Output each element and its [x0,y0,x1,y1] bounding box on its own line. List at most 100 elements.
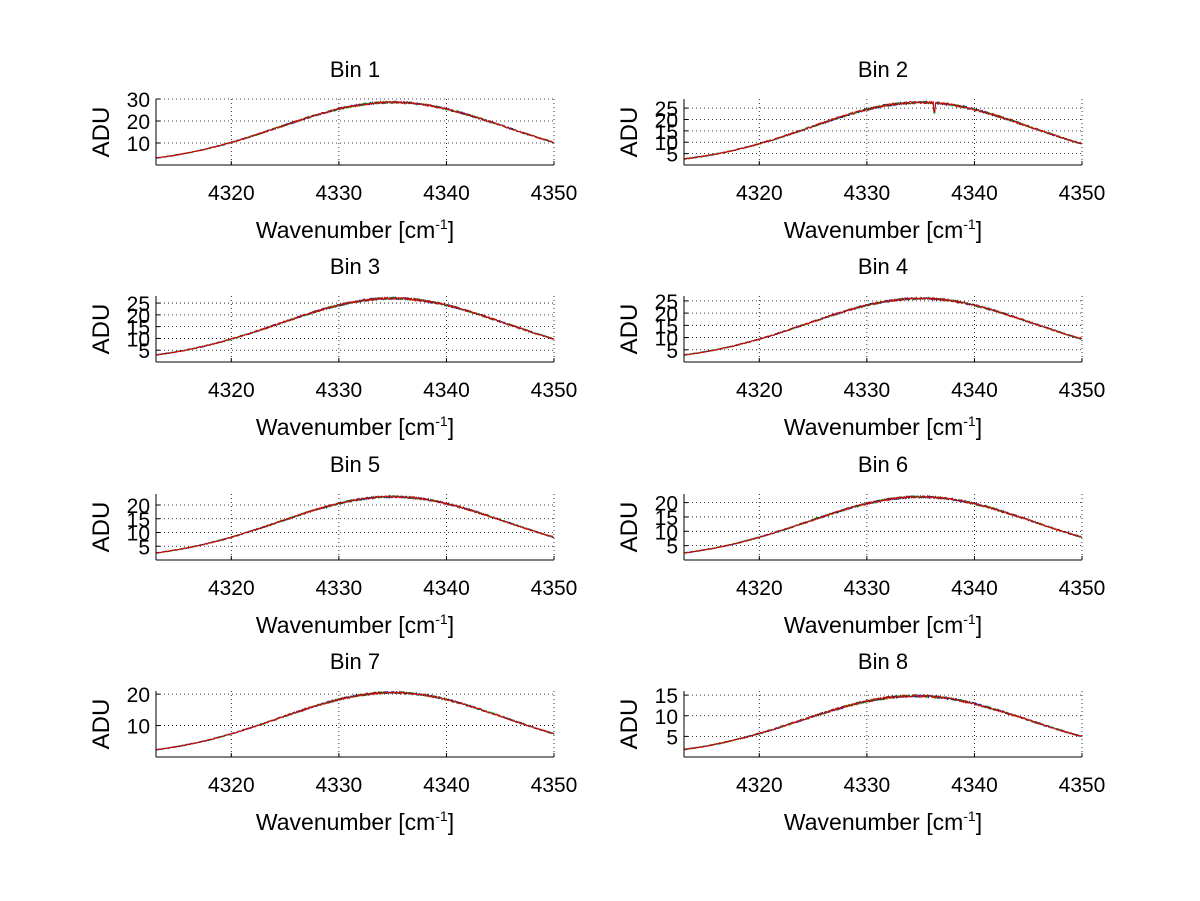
x-axis-label-text: Wavenumber [cm [784,612,963,638]
y-tick-label: 10 [655,132,678,155]
y-tick-label: 10 [127,328,150,351]
series-line-3 [155,494,555,554]
x-tick-label: 4350 [531,577,578,600]
subplot-title: Bin 8 [858,649,908,674]
x-tick-label: 4340 [951,577,998,600]
x-tick-label: 4340 [951,379,998,402]
x-tick-label: 4340 [423,379,470,402]
x-tick-label: 4350 [1059,182,1106,205]
x-tick-label: 4330 [844,774,891,797]
y-axis-label: ADU [88,699,115,750]
y-tick-label: 15 [655,315,678,338]
x-axis-label-superscript: -1 [435,611,448,627]
y-tick-label: 15 [127,509,150,532]
y-tick-label: 20 [655,109,678,132]
x-axis-label-text: Wavenumber [cm [784,217,963,243]
series-line-3 [155,100,555,159]
x-axis-label: Wavenumber [cm-1] [256,611,454,638]
series-line-3 [683,494,1083,554]
x-tick-label: 4340 [951,182,998,205]
y-axis-label: ADU [88,107,115,158]
x-axis-label-end: ] [976,612,982,638]
x-tick-label: 4330 [316,379,363,402]
x-axis-label-superscript: -1 [435,808,448,824]
x-tick-label: 4330 [844,182,891,205]
x-tick-label: 4340 [951,774,998,797]
series-line-3 [683,693,1083,751]
x-axis-label-end: ] [448,612,454,638]
x-tick-label: 4340 [423,577,470,600]
x-tick-label: 4320 [208,577,255,600]
y-tick-label: 15 [655,685,678,708]
y-axis-label: ADU [88,304,115,355]
x-tick-label: 4350 [531,774,578,797]
y-tick-label: 20 [655,493,678,516]
x-tick-label: 4330 [844,379,891,402]
y-tick-label: 15 [655,121,678,144]
x-axis-label-text: Wavenumber [cm [256,414,435,440]
x-tick-label: 4330 [316,774,363,797]
y-tick-label: 10 [655,521,678,544]
y-axis-label: ADU [616,502,643,553]
x-axis-label: Wavenumber [cm-1] [784,611,982,638]
y-tick-label: 5 [138,536,150,559]
y-tick-label: 5 [666,340,678,363]
x-tick-label: 4320 [736,774,783,797]
y-tick-label: 30 [127,89,150,112]
y-tick-label: 25 [127,293,150,316]
x-axis-label: Wavenumber [cm-1] [256,413,454,440]
y-tick-label: 5 [138,340,150,363]
y-axis-label: ADU [616,107,643,158]
x-axis-label: Wavenumber [cm-1] [784,216,982,243]
y-tick-label: 5 [666,536,678,559]
x-tick-label: 4350 [531,379,578,402]
subplot-title: Bin 4 [858,254,908,279]
series-line-3 [155,690,555,751]
series-line-3 [155,296,555,356]
x-tick-label: 4320 [736,379,783,402]
x-tick-label: 4350 [1059,577,1106,600]
y-tick-label: 20 [127,305,150,328]
x-axis-label-text: Wavenumber [cm [784,809,963,835]
subplot-bin-7: 4320 4330 4340 4350 10 20 Bin 7 ADU Wavenumber [… [88,649,577,835]
y-tick-label: 10 [127,523,150,546]
subplot-title: Bin 1 [330,57,380,82]
y-tick-label: 20 [127,684,150,707]
x-axis-label: Wavenumber [cm-1] [256,216,454,243]
x-axis-label-text: Wavenumber [cm [256,809,435,835]
x-axis-label-end: ] [976,414,982,440]
y-tick-label: 20 [127,111,150,134]
y-tick-label: 15 [655,507,678,530]
y-axis-label: ADU [616,699,643,750]
x-tick-label: 4320 [208,379,255,402]
y-tick-label: 5 [666,144,678,167]
x-axis-label-text: Wavenumber [cm [784,414,963,440]
y-tick-label: 15 [127,317,150,340]
y-tick-label: 10 [127,716,150,739]
subplot-title: Bin 7 [330,649,380,674]
x-axis-label-end: ] [448,217,454,243]
subplot-title: Bin 2 [858,57,908,82]
y-tick-label: 10 [655,328,678,351]
x-tick-label: 4320 [208,182,255,205]
y-tick-label: 25 [655,291,678,314]
x-axis-label-superscript: -1 [435,413,448,429]
subplot-title: Bin 5 [330,452,380,477]
y-axis-label: ADU [88,502,115,553]
x-tick-label: 4330 [316,182,363,205]
x-axis-label-superscript: -1 [963,413,976,429]
x-axis-label-text: Wavenumber [cm [256,612,435,638]
x-tick-label: 4350 [531,182,578,205]
x-axis-label: Wavenumber [cm-1] [784,413,982,440]
series-line-3 [683,296,1083,356]
x-axis-label-superscript: -1 [963,808,976,824]
x-tick-label: 4350 [1059,774,1106,797]
x-axis-label-end: ] [976,809,982,835]
y-tick-label: 5 [666,726,678,749]
